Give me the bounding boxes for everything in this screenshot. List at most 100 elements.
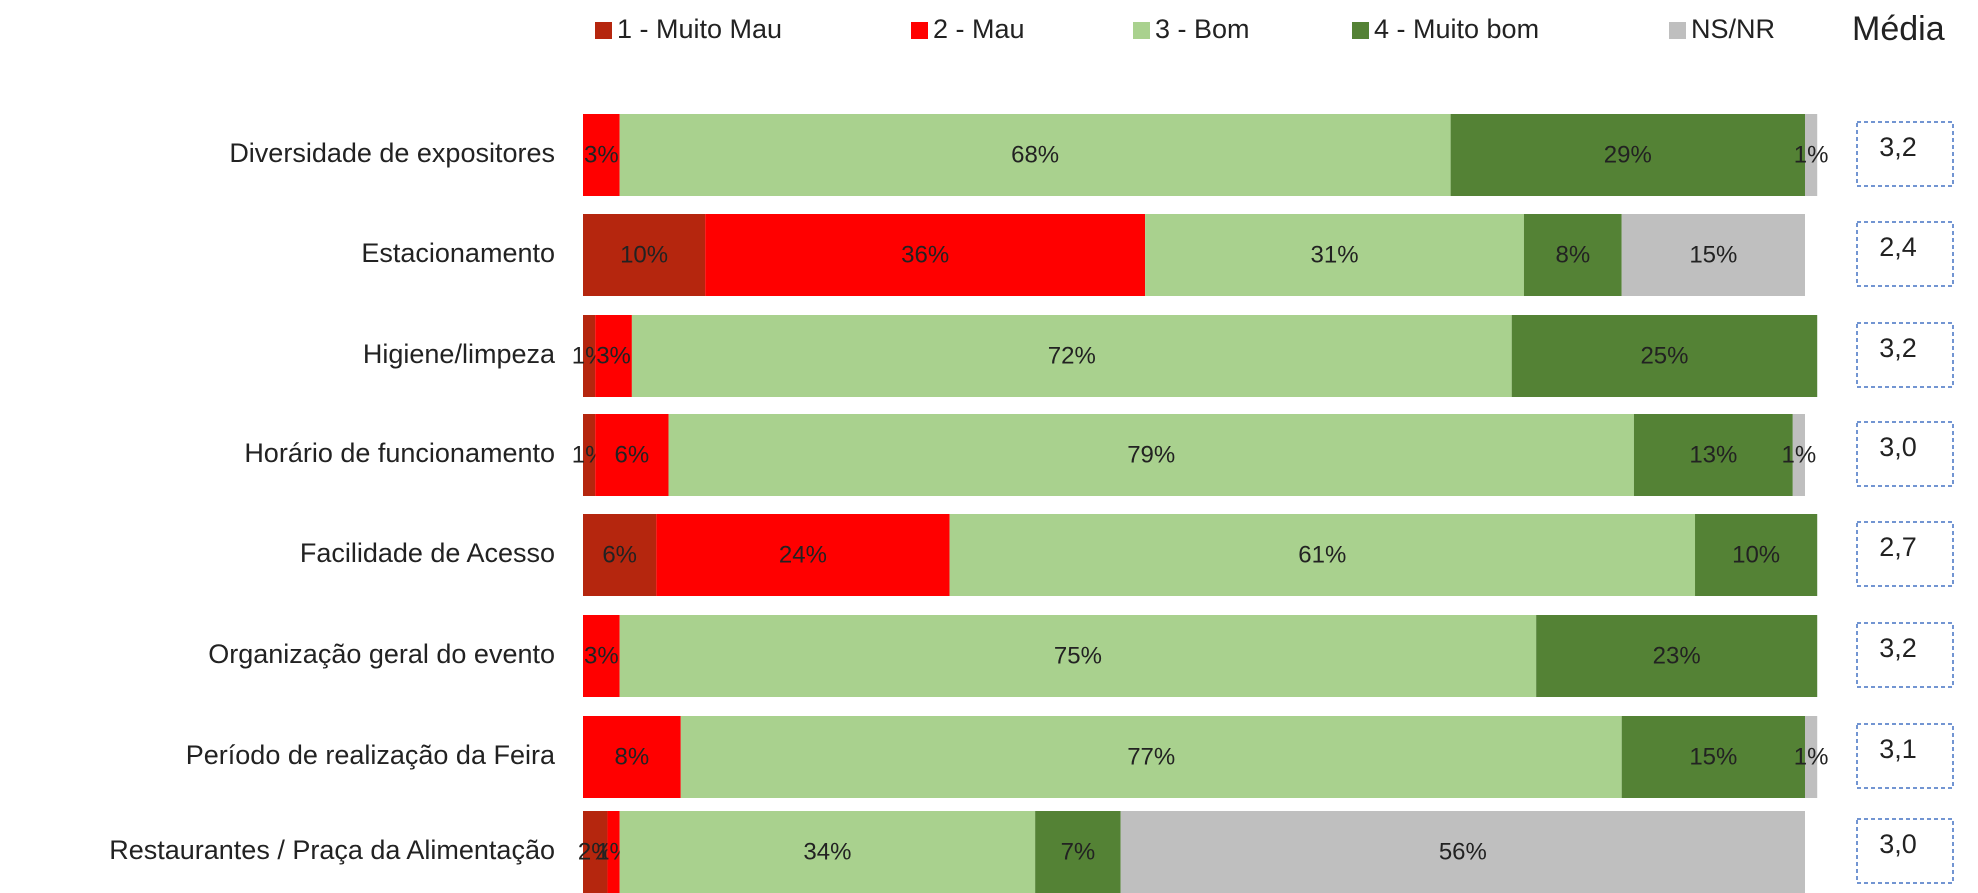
data-label: 3% [584,141,619,168]
legend-label: 4 - Muito bom [1374,14,1539,44]
media-value: 3,2 [1879,132,1917,162]
legend-label: 2 - Mau [933,14,1025,44]
media-value: 2,4 [1879,232,1917,262]
bar-segment [1511,315,1818,397]
bar-segment [1536,615,1818,697]
media-box [1856,622,1954,688]
legend-swatch [1669,22,1686,39]
bar-segment [656,514,950,596]
bar-segment [583,811,608,893]
data-label: 1% [1794,743,1829,770]
bar-segment [680,716,1622,798]
bar-segment [619,615,1537,697]
data-label: 6% [602,541,637,568]
category-label: Facilidade de Acesso [300,538,555,568]
data-label: 15% [1689,743,1737,770]
media-box [1856,221,1954,287]
bar-segment [583,716,681,798]
media-value: 3,1 [1879,734,1917,764]
bar-segment [607,811,620,893]
bar-segment [949,514,1696,596]
media-value: 3,0 [1879,829,1917,859]
bar-segment [583,514,657,596]
media-box [1856,818,1954,884]
bar-segment [1450,114,1805,196]
data-label: 2% [578,838,613,865]
data-label: 7% [1061,838,1096,865]
data-label: 29% [1604,141,1652,168]
media-value: 3,2 [1879,633,1917,663]
data-label: 1% [1782,441,1817,468]
category-label: Higiene/limpeza [363,339,556,369]
bar-segment [583,414,596,496]
bar-segment [583,315,596,397]
data-label: 25% [1640,342,1688,369]
bar-segment [1035,811,1121,893]
data-label: 6% [615,441,650,468]
data-label: 34% [803,838,851,865]
legend-swatch [1133,22,1150,39]
legend-label: 1 - Muito Mau [617,14,782,44]
media-value: 2,7 [1879,532,1917,562]
data-label: 13% [1689,441,1737,468]
bar-segment [631,315,1512,397]
bar-segment [619,114,1451,196]
category-label: Período de realização da Feira [186,740,556,770]
category-label: Restaurantes / Praça da Alimentação [109,835,555,865]
data-label: 3% [596,342,631,369]
bar-segment [595,414,669,496]
bar-segment [583,214,706,296]
data-label: 31% [1311,241,1359,268]
bar-segment [1145,214,1524,296]
legend-label: NS/NR [1691,14,1775,44]
category-label: Diversidade de expositores [229,138,555,168]
media-box [1856,521,1954,587]
bar-segment [583,114,620,196]
bar-segment [1805,716,1818,798]
data-label: 3% [584,642,619,669]
data-label: 1% [1794,141,1829,168]
category-label: Organização geral do evento [208,639,555,669]
data-label: 23% [1653,642,1701,669]
bar-segment [595,315,632,397]
bar-segment [668,414,1634,496]
data-label: 61% [1298,541,1346,568]
data-label: 72% [1048,342,1096,369]
legend-swatch [1352,22,1369,39]
bar-segment [1792,414,1805,496]
data-label: 56% [1439,838,1487,865]
legend-swatch [911,22,928,39]
data-label: 24% [779,541,827,568]
bar-segment [1805,114,1818,196]
bar-segment [1695,514,1818,596]
bar-segment [583,615,620,697]
media-box [1856,421,1954,487]
bar-segment [1621,214,1805,296]
media-value: 3,0 [1879,432,1917,462]
bar-segment [1523,214,1622,296]
bar-segment [705,214,1146,296]
bar-segment [1621,716,1805,798]
legend-swatch [595,22,612,39]
media-box [1856,322,1954,388]
data-label: 68% [1011,141,1059,168]
bar-segment [1633,414,1793,496]
category-label: Estacionamento [361,238,555,268]
data-label: 8% [615,743,650,770]
bar-segment [619,811,1036,893]
media-value: 3,2 [1879,333,1917,363]
data-label: 36% [901,241,949,268]
data-label: 75% [1054,642,1102,669]
category-label: Horário de funcionamento [244,438,555,468]
bar-segment [1120,811,1805,893]
data-label: 10% [620,241,668,268]
data-label: 79% [1127,441,1175,468]
legend-label: 3 - Bom [1155,14,1250,44]
media-box [1856,723,1954,789]
data-label: 77% [1127,743,1175,770]
data-label: 10% [1732,541,1780,568]
data-label: 8% [1555,241,1590,268]
media-title: Média [1852,10,1945,48]
media-box [1856,121,1954,187]
